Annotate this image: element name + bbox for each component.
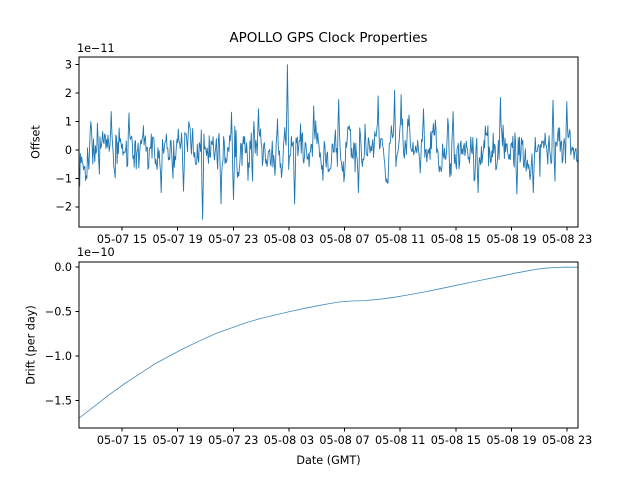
x-tick-label: 05-08 23 (542, 434, 592, 447)
y-tick-label: 2 (65, 87, 72, 100)
offset-plot: 05-07 15 05-07 19 05-07 23 05-08 03 05-08 07… (56, 56, 592, 246)
chart-title: APOLLO GPS Clock Properties (229, 30, 428, 46)
y-tick-label: −0.5 (45, 305, 72, 318)
x-tick-label: 05-08 19 (486, 434, 536, 447)
y-tick-label: −2 (56, 201, 73, 214)
x-tick-label: 05-07 23 (208, 233, 258, 246)
y-tick-label: 0 (65, 144, 72, 157)
x-tick-label: 05-07 19 (152, 434, 202, 447)
axes-frame (78, 56, 579, 228)
y-tick-label: 3 (65, 59, 72, 72)
x-tick-label: 05-08 11 (375, 233, 425, 246)
x-tick-label: 05-08 07 (319, 434, 369, 447)
x-tick-label: 05-07 23 (208, 434, 258, 447)
y-tick-label: −1.5 (45, 394, 72, 407)
y-tick-label: 0.0 (54, 261, 72, 274)
x-tick-label: 05-07 19 (152, 233, 202, 246)
offset-series (79, 64, 578, 220)
x-tick-label: 05-08 15 (431, 434, 481, 447)
y-tick-label: −1.0 (45, 350, 72, 363)
y-tick-label: 1 (65, 115, 72, 128)
x-tick-label: 05-08 11 (375, 434, 425, 447)
date-axis-label: Date (GMT) (296, 454, 361, 467)
axes-frame (78, 261, 579, 429)
offset-exponent-label: 1e−11 (77, 42, 115, 55)
x-tick-label: 05-08 03 (264, 434, 314, 447)
x-tick-label: 05-08 23 (542, 233, 592, 246)
drift-plot: 05-07 15 05-07 19 05-07 23 05-08 03 05-08 07… (45, 261, 592, 447)
x-tick-label: 05-07 15 (97, 434, 147, 447)
x-tick-label: 05-08 19 (486, 233, 536, 246)
drift-exponent-label: 1e−10 (77, 246, 115, 259)
x-tick-label: 05-08 07 (319, 233, 369, 246)
x-tick-label: 05-07 15 (97, 233, 147, 246)
x-tick-label: 05-08 15 (431, 233, 481, 246)
drift-series (79, 266, 578, 419)
x-tick-label: 05-08 03 (264, 233, 314, 246)
y-tick-label: −1 (56, 172, 73, 185)
